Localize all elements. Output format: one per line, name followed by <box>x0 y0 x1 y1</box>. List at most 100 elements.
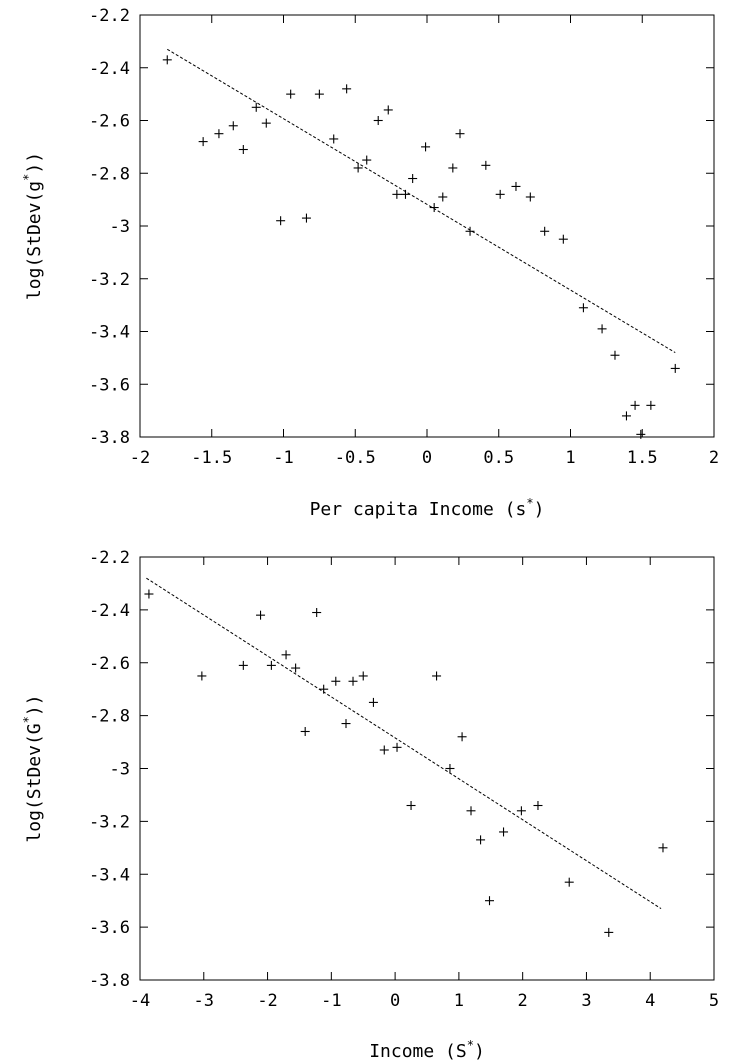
y-tick-label: -2.8 <box>89 707 130 727</box>
data-point <box>408 174 418 184</box>
x-tick-label: 1.5 <box>627 448 658 468</box>
data-point <box>261 118 271 128</box>
data-point <box>533 801 543 811</box>
data-point <box>597 324 607 334</box>
data-point <box>341 719 351 729</box>
x-tick-label: -1 <box>321 991 341 1011</box>
data-point <box>421 142 431 152</box>
data-point <box>358 671 368 681</box>
data-point <box>540 226 550 236</box>
data-point <box>256 610 266 620</box>
data-point <box>481 160 491 170</box>
x-tick-label: 1 <box>565 448 575 468</box>
data-point <box>353 163 363 173</box>
data-point <box>604 927 614 937</box>
y-tick-label: -2.6 <box>89 654 130 674</box>
data-point <box>658 843 668 853</box>
y-axis-label: log(StDev(G*)) <box>21 694 45 842</box>
x-axis-label: Per capita Income (s*) <box>310 496 545 520</box>
y-tick-label: -3.6 <box>89 918 130 938</box>
data-point <box>214 129 224 139</box>
data-point <box>331 676 341 686</box>
data-point <box>429 203 439 213</box>
y-tick-label: -3.2 <box>89 812 130 832</box>
data-point <box>238 145 248 155</box>
data-point <box>621 411 631 421</box>
data-point <box>476 835 486 845</box>
data-point <box>144 589 154 599</box>
plot-frame <box>139 14 715 438</box>
x-tick-label: 0 <box>422 448 432 468</box>
x-tick-label: -1.5 <box>191 448 232 468</box>
data-point <box>525 192 535 202</box>
data-point <box>400 189 410 199</box>
data-point <box>228 121 238 131</box>
y-tick-label: -3.6 <box>89 375 130 395</box>
data-point <box>499 827 509 837</box>
data-point <box>197 671 207 681</box>
data-point <box>300 726 310 736</box>
data-point <box>198 137 208 147</box>
data-point <box>457 732 467 742</box>
data-point <box>368 697 378 707</box>
data-point <box>342 84 352 94</box>
y-tick-label: -3.8 <box>89 428 130 448</box>
y-tick-label: -3.8 <box>89 971 130 991</box>
y-tick-label: -3 <box>110 217 130 237</box>
y-tick-label: -2.4 <box>89 601 130 621</box>
x-axis-label: Income (S*) <box>369 1038 485 1062</box>
y-tick-label: -2.2 <box>89 6 130 26</box>
data-point <box>319 684 329 694</box>
data-point <box>455 129 465 139</box>
regression-line <box>167 48 676 354</box>
data-point <box>312 608 322 618</box>
data-point <box>495 189 505 199</box>
data-point <box>281 650 291 660</box>
chart-income: -4 -3 -2 -1 0 1 2 3 4 5 -2.2 -2.4 -2.6 -2.8 -3 -3.2 -3.4… <box>21 548 719 1062</box>
y-tick-label: -2.2 <box>89 548 130 568</box>
x-tick-label: -1 <box>273 448 293 468</box>
data-point <box>432 671 442 681</box>
data-point <box>251 102 261 112</box>
y-tick-label: -2.6 <box>89 112 130 132</box>
data-point <box>301 213 311 223</box>
data-point <box>438 192 448 202</box>
data-point <box>465 226 475 236</box>
data-point <box>329 134 339 144</box>
x-tick-label: -0.5 <box>335 448 376 468</box>
x-tick-label: 2 <box>709 448 719 468</box>
x-tick-label: 1 <box>454 991 464 1011</box>
y-axis-label: log(StDev(g*)) <box>21 152 45 300</box>
x-tick-label: 0.5 <box>483 448 514 468</box>
data-point <box>646 400 656 410</box>
data-point <box>466 806 476 816</box>
data-point <box>392 742 402 752</box>
data-point <box>485 896 495 906</box>
data-point <box>445 764 455 773</box>
data-point <box>348 676 358 686</box>
y-tick-label: -3.2 <box>89 270 130 290</box>
x-tick-label: 2 <box>518 991 528 1011</box>
data-point <box>511 181 521 191</box>
y-tick-label: -2.8 <box>89 164 130 184</box>
data-point <box>383 105 393 115</box>
data-point <box>379 745 389 755</box>
x-tick-label: 0 <box>390 991 400 1011</box>
x-tick-label: 4 <box>645 991 655 1011</box>
x-tick-label: -2 <box>130 448 150 468</box>
data-point <box>610 350 620 360</box>
data-point <box>291 663 301 673</box>
data-point <box>373 116 383 125</box>
data-point <box>276 216 286 226</box>
data-point <box>564 877 574 887</box>
data-point <box>162 55 172 65</box>
regression-line <box>146 577 662 910</box>
x-tick-label: -2 <box>257 991 277 1011</box>
data-point <box>558 234 568 244</box>
data-point <box>286 89 296 99</box>
data-point <box>516 806 526 816</box>
y-tick-label: -2.4 <box>89 59 130 79</box>
data-point <box>266 660 276 670</box>
y-tick-label: -3.4 <box>89 323 130 343</box>
